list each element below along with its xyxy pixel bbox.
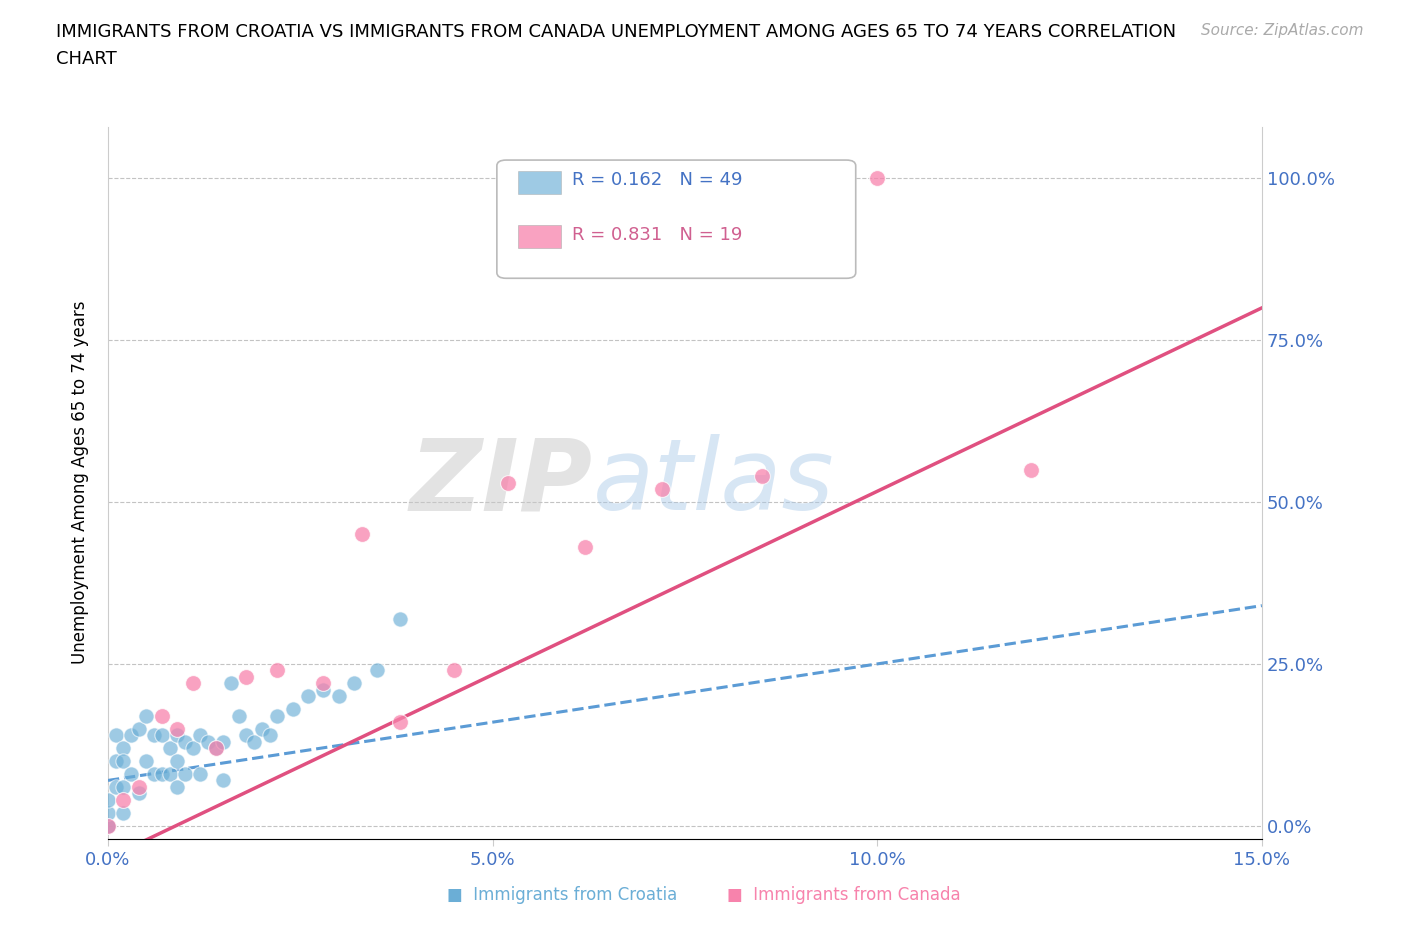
Point bbox=[104, 727, 127, 742]
Point bbox=[104, 779, 127, 794]
Point bbox=[120, 766, 142, 781]
Text: R = 0.162   N = 49: R = 0.162 N = 49 bbox=[572, 171, 742, 189]
Point bbox=[328, 689, 350, 704]
Bar bbox=[517, 171, 561, 194]
Point bbox=[97, 818, 120, 833]
Point bbox=[188, 727, 211, 742]
Point bbox=[112, 805, 135, 820]
Point bbox=[243, 734, 266, 749]
Point bbox=[150, 709, 173, 724]
Point bbox=[312, 676, 335, 691]
Point bbox=[112, 792, 135, 807]
Bar bbox=[517, 225, 561, 247]
Point bbox=[150, 766, 173, 781]
Point bbox=[389, 715, 412, 730]
Point bbox=[166, 721, 188, 736]
Point bbox=[159, 766, 181, 781]
Point bbox=[135, 753, 157, 768]
Text: R = 0.831   N = 19: R = 0.831 N = 19 bbox=[572, 226, 742, 244]
Point bbox=[197, 734, 219, 749]
Point bbox=[174, 734, 197, 749]
Point bbox=[443, 663, 465, 678]
Point bbox=[204, 740, 226, 755]
Point bbox=[128, 721, 150, 736]
Point bbox=[366, 663, 388, 678]
Point bbox=[574, 540, 596, 555]
Point bbox=[128, 786, 150, 801]
Point bbox=[104, 753, 127, 768]
Point bbox=[297, 689, 319, 704]
Point bbox=[1019, 462, 1042, 477]
Point bbox=[166, 753, 188, 768]
Point bbox=[159, 740, 181, 755]
Point bbox=[97, 818, 120, 833]
Point bbox=[751, 469, 773, 484]
Point bbox=[143, 727, 166, 742]
Point bbox=[181, 740, 204, 755]
Point bbox=[266, 663, 288, 678]
Point bbox=[112, 779, 135, 794]
Point bbox=[228, 709, 250, 724]
Point bbox=[166, 727, 188, 742]
Point bbox=[97, 818, 120, 833]
Point bbox=[188, 766, 211, 781]
Point bbox=[389, 611, 412, 626]
Point bbox=[343, 676, 366, 691]
Point bbox=[651, 482, 673, 497]
Point bbox=[266, 709, 288, 724]
Text: ZIP: ZIP bbox=[409, 434, 593, 531]
Point bbox=[204, 740, 226, 755]
Point bbox=[166, 779, 188, 794]
Point bbox=[181, 676, 204, 691]
Point bbox=[112, 740, 135, 755]
Point bbox=[259, 727, 281, 742]
Text: IMMIGRANTS FROM CROATIA VS IMMIGRANTS FROM CANADA UNEMPLOYMENT AMONG AGES 65 TO : IMMIGRANTS FROM CROATIA VS IMMIGRANTS FR… bbox=[56, 23, 1177, 68]
Point bbox=[97, 792, 120, 807]
Point bbox=[496, 475, 519, 490]
Point bbox=[281, 702, 304, 717]
Point bbox=[128, 779, 150, 794]
Point bbox=[97, 805, 120, 820]
Point bbox=[150, 727, 173, 742]
Point bbox=[135, 709, 157, 724]
Point bbox=[120, 727, 142, 742]
Text: atlas: atlas bbox=[593, 434, 834, 531]
Point bbox=[866, 171, 889, 186]
Point bbox=[212, 773, 235, 788]
Text: ■  Immigrants from Canada: ■ Immigrants from Canada bbox=[727, 886, 960, 904]
Point bbox=[174, 766, 197, 781]
Point bbox=[312, 683, 335, 698]
Point bbox=[219, 676, 242, 691]
Point bbox=[250, 721, 273, 736]
Point bbox=[143, 766, 166, 781]
Point bbox=[235, 727, 257, 742]
FancyBboxPatch shape bbox=[496, 160, 856, 278]
Point bbox=[112, 753, 135, 768]
Y-axis label: Unemployment Among Ages 65 to 74 years: Unemployment Among Ages 65 to 74 years bbox=[72, 301, 89, 664]
Text: ■  Immigrants from Croatia: ■ Immigrants from Croatia bbox=[447, 886, 678, 904]
Text: Source: ZipAtlas.com: Source: ZipAtlas.com bbox=[1201, 23, 1364, 38]
Point bbox=[235, 670, 257, 684]
Point bbox=[212, 734, 235, 749]
Point bbox=[350, 527, 373, 542]
